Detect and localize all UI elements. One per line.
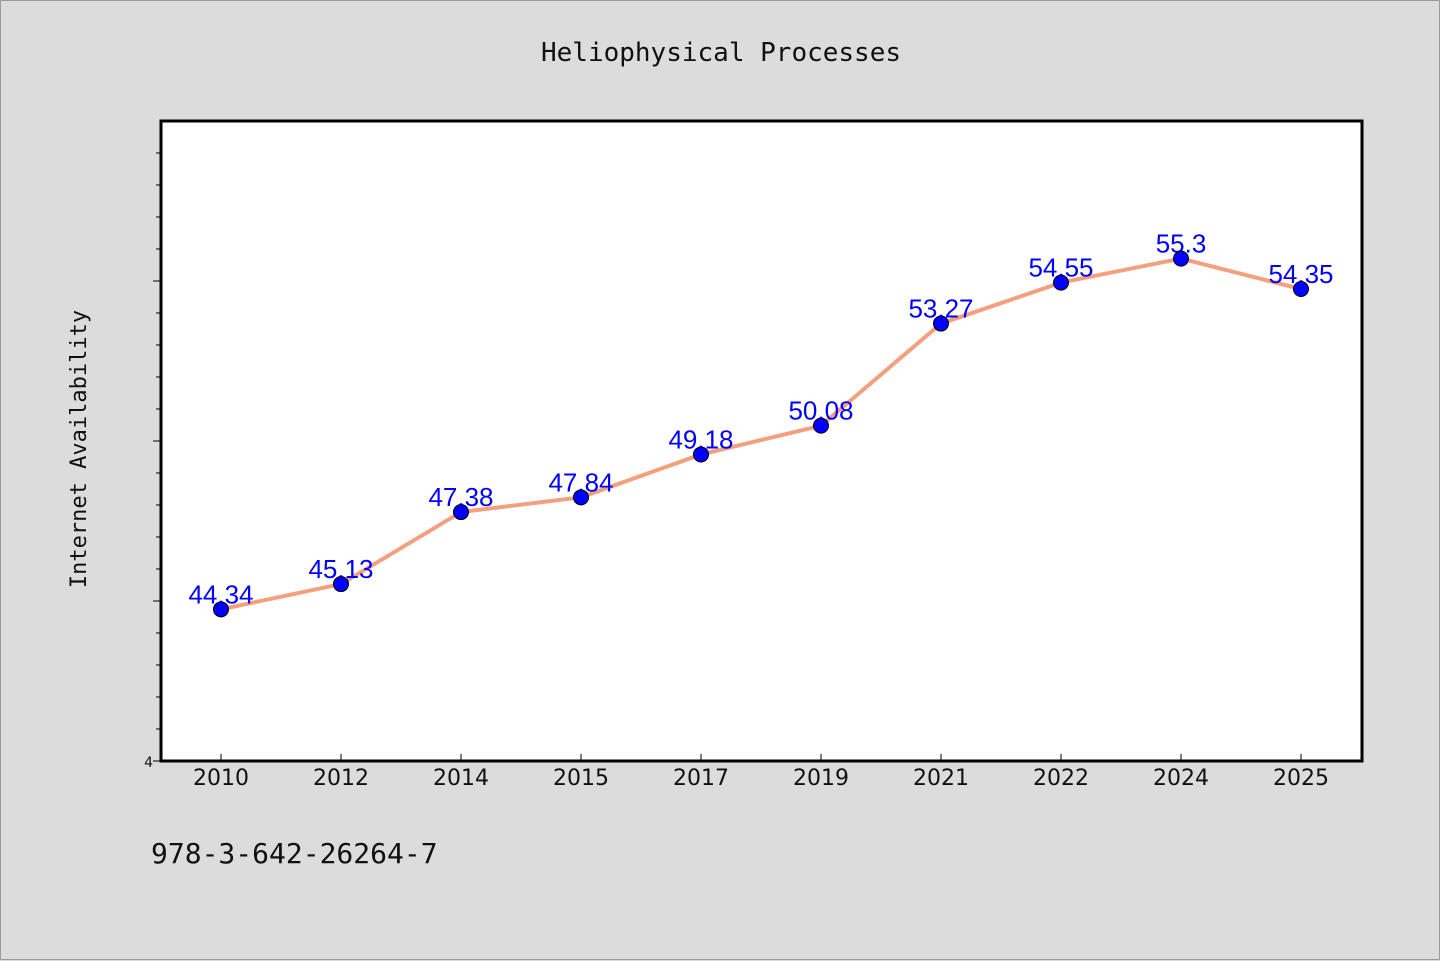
x-tick-label: 2014: [433, 766, 489, 791]
x-tick-label: 2017: [673, 766, 729, 791]
x-tick-label: 2021: [913, 766, 969, 791]
x-tick-label: 2022: [1033, 766, 1089, 791]
data-point: [453, 504, 469, 521]
data-point: [813, 417, 829, 434]
x-tick-label: 2019: [793, 766, 849, 791]
data-point: [333, 576, 349, 593]
data-point: [1173, 250, 1189, 267]
y-axis-min-label: 4: [144, 755, 153, 771]
data-point: [693, 446, 709, 463]
footnote: 978-3-642-26264-7: [151, 837, 438, 870]
x-tick-label: 2025: [1273, 766, 1329, 791]
x-tick-label: 2024: [1153, 766, 1209, 791]
x-tick-label: 2012: [313, 766, 369, 791]
x-tick-label: 2015: [553, 766, 609, 791]
series-line: [219, 256, 1303, 612]
data-point: [933, 315, 949, 332]
x-tick-label: 2010: [193, 766, 249, 791]
x-axis-ticks: 2010 2012 2014 2015 2017 2019 2021 2022 2024 2025: [193, 754, 1329, 791]
data-point: [213, 601, 229, 618]
data-point: [1293, 281, 1309, 297]
y-axis-label: Internet Availability: [67, 310, 92, 588]
data-point: [573, 489, 589, 506]
y-axis-ticks: [153, 152, 161, 762]
data-point: [1053, 274, 1069, 291]
chart-title: Heliophysical Processes: [541, 38, 901, 68]
